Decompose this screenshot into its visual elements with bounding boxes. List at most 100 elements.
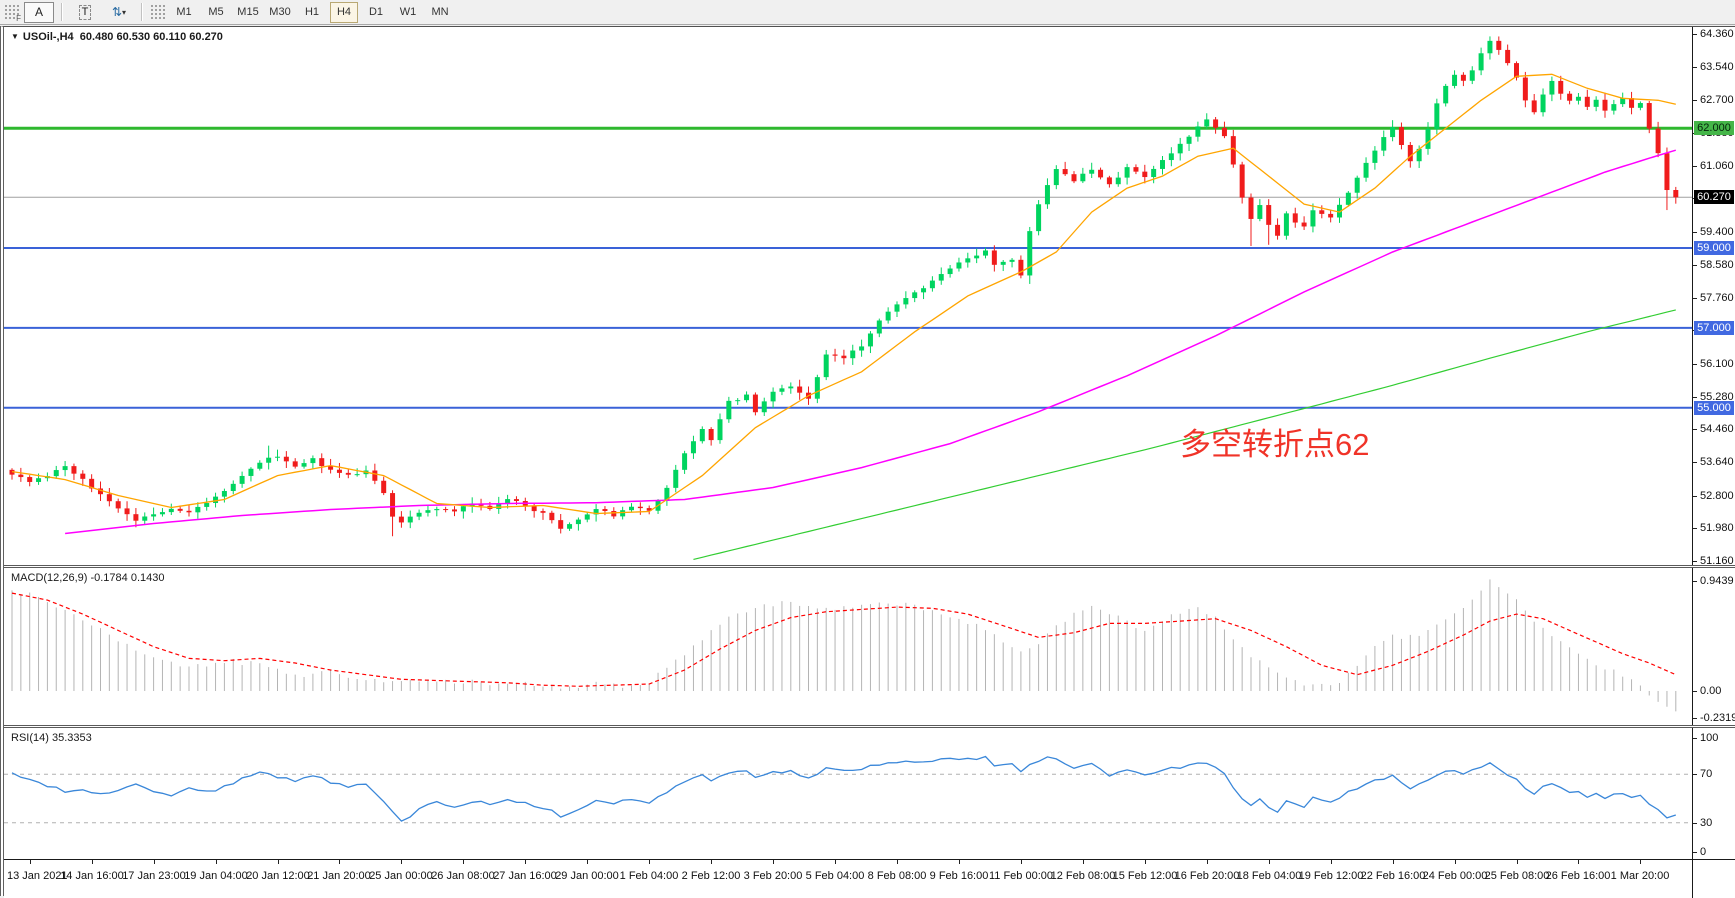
candle-body <box>275 456 280 458</box>
pane-separator[interactable] <box>4 565 1735 568</box>
scale-tick-label: 62.700 <box>1700 94 1734 106</box>
candle-body <box>1531 100 1537 113</box>
candle-body <box>1195 126 1201 137</box>
scale-tick-mark <box>1693 581 1697 582</box>
time-axis[interactable]: 13 Jan 2021 14 Jan 16:00 17 Jan 23:00 19 Ja… <box>4 859 1735 898</box>
candle-body <box>1496 40 1502 50</box>
candle-body <box>283 456 289 462</box>
candle-body <box>744 394 750 401</box>
candle-body <box>1629 98 1635 108</box>
candle-body <box>1310 210 1316 227</box>
pane-separator[interactable] <box>4 725 1735 728</box>
candle-body <box>18 474 24 478</box>
candle-body <box>159 512 165 515</box>
time-tick-mark <box>711 860 712 864</box>
rsi-scale[interactable]: 100 70 30 0 <box>1692 728 1735 859</box>
scale-tick-mark <box>1693 718 1697 719</box>
time-tick-mark <box>649 860 650 864</box>
candle-body <box>1213 119 1219 128</box>
candle-body <box>301 463 307 467</box>
candlestick-chart[interactable] <box>4 27 1693 565</box>
candle-body <box>540 511 546 513</box>
timeframe-toolbar-handle-icon[interactable] <box>150 4 166 20</box>
timeframe-h1-button[interactable]: H1 <box>304 6 320 18</box>
scale-tick-mark <box>1693 364 1697 365</box>
candle-body <box>1363 162 1369 178</box>
candle-body <box>390 493 396 517</box>
candle-body <box>867 333 873 347</box>
toolbar-separator <box>141 3 143 21</box>
time-tick-label: 26 Feb 16:00 <box>1545 870 1611 882</box>
macd-chart[interactable] <box>4 568 1693 725</box>
rsi-chart[interactable] <box>4 728 1693 859</box>
timeframe-w1-button[interactable]: W1 <box>399 6 417 18</box>
candle-body <box>1655 128 1661 154</box>
annotate-tool-button[interactable]: A <box>24 1 54 23</box>
scale-tick-label: 0.00 <box>1700 685 1722 697</box>
candle-body <box>1186 136 1192 144</box>
time-tick-mark <box>1083 860 1084 864</box>
timeframe-m15-button[interactable]: M15 <box>237 6 259 18</box>
toolbar-separator <box>61 3 63 21</box>
candle-body <box>1487 40 1493 54</box>
candle-body <box>974 255 980 259</box>
candle-body <box>850 350 856 359</box>
arrows-tool-button[interactable]: ⇅ ▾ <box>104 2 134 23</box>
candle-body <box>1460 74 1466 81</box>
chart-title[interactable]: ▼ USOil-,H4 60.480 60.530 60.110 60.270 <box>11 31 223 43</box>
time-tick-label: 1 Mar 20:00 <box>1610 870 1670 882</box>
candle-body <box>1230 136 1236 165</box>
time-tick-label: 3 Feb 20:00 <box>743 870 803 882</box>
candle-body <box>1239 164 1245 198</box>
candle-body <box>531 505 537 512</box>
candle-body <box>611 510 617 517</box>
candle-body <box>1283 213 1289 236</box>
scale-tick-label: 58.580 <box>1700 259 1734 271</box>
candle-body <box>257 462 263 469</box>
rsi-pane[interactable]: RSI(14) 35.3353 100 70 30 0 <box>4 728 1735 859</box>
chevron-down-icon[interactable]: ▾ <box>122 7 127 17</box>
candle-body <box>1027 231 1033 276</box>
timeframe-m30-button[interactable]: M30 <box>269 6 291 18</box>
time-tick-mark <box>959 860 960 864</box>
scale-tick-mark <box>1693 429 1697 430</box>
candle-body <box>98 488 103 495</box>
macd-scale[interactable]: 0.9439 0.00 -0.2319 <box>1692 568 1735 725</box>
scale-tick-label: 53.640 <box>1700 456 1734 468</box>
candle-body <box>1567 93 1573 101</box>
timeframe-d1-button[interactable]: D1 <box>368 6 384 18</box>
price-level-label-57.000: 57.000 <box>1694 321 1734 335</box>
candle-body <box>584 514 590 520</box>
candle-body <box>752 394 758 413</box>
timeframe-mn-button[interactable]: MN <box>431 6 449 18</box>
annotation-text[interactable]: 多空转折点62 <box>1180 427 1370 462</box>
candle-body <box>1204 119 1210 127</box>
time-tick-label: 9 Feb 16:00 <box>929 870 989 882</box>
price-pane[interactable]: ▼ USOil-,H4 60.480 60.530 60.110 60.270 多… <box>4 27 1735 567</box>
timeframe-m5-button[interactable]: M5 <box>208 6 224 18</box>
timeframe-m1-button[interactable]: M1 <box>176 6 192 18</box>
candle-body <box>204 503 210 507</box>
candle-body <box>1434 103 1440 129</box>
candle-body <box>1053 169 1059 186</box>
candle-body <box>1337 204 1342 218</box>
candle-body <box>876 320 882 334</box>
scale-tick-label: 57.760 <box>1700 292 1734 304</box>
candle-body <box>1257 205 1263 219</box>
scale-tick-mark <box>1693 823 1697 824</box>
candle-body <box>1328 213 1334 218</box>
candle-body <box>1646 103 1652 129</box>
chevron-down-icon[interactable]: ▼ <box>11 32 19 41</box>
timeframe-h4-button[interactable]: H4 <box>330 1 358 23</box>
toolbar-drag-handle-icon[interactable]: F <box>4 4 21 23</box>
candle-body <box>903 298 909 305</box>
candle-body <box>1372 150 1378 163</box>
candle-body <box>381 480 387 494</box>
price-scale[interactable]: 64.36063.54062.70061.88061.06060.24059.4… <box>1692 27 1735 567</box>
macd-pane[interactable]: MACD(12,26,9) -0.1784 0.1430 0.9439 0.00 -… <box>4 568 1735 725</box>
text-label-tool-button[interactable]: T <box>70 2 100 23</box>
candle-body <box>699 428 705 442</box>
candle-body <box>398 516 404 523</box>
candle-body <box>1036 204 1042 232</box>
candle-body <box>921 288 927 293</box>
